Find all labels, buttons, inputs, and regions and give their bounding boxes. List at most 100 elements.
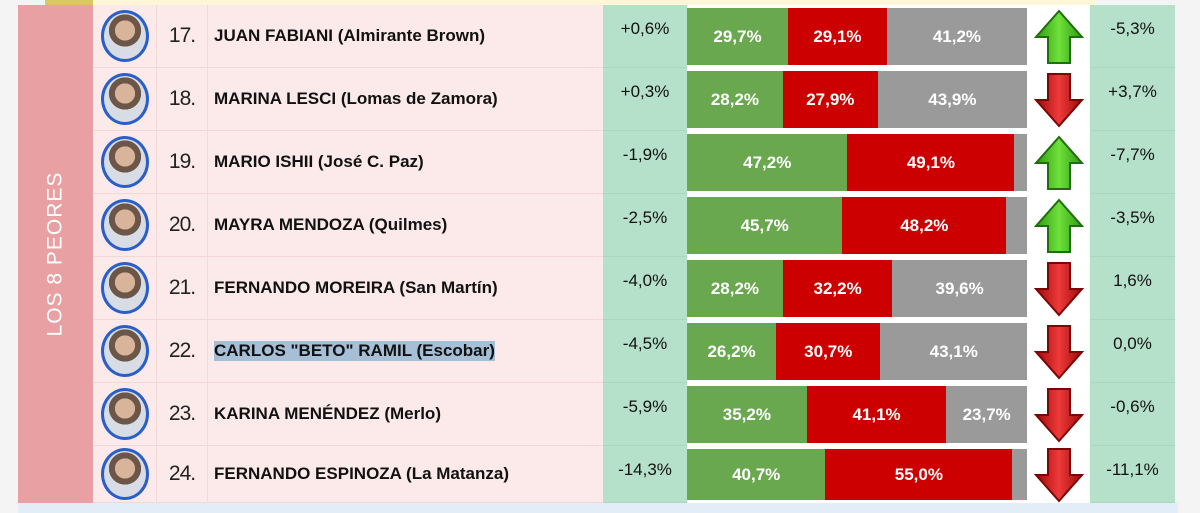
- change-value: +3,7%: [1090, 68, 1175, 131]
- candidate-name-text: KARINA MENÉNDEZ (Merlo): [214, 404, 441, 423]
- bar-segment-neutral: 43,1%: [880, 323, 1027, 380]
- approval-bar: 47,2% 49,1%: [687, 131, 1027, 194]
- change-value: -5,3%: [1090, 5, 1175, 68]
- bar-segment-neutral: [1012, 449, 1027, 500]
- photo-cell: [93, 257, 156, 320]
- arrow-down-icon: [1027, 320, 1090, 383]
- avatar: [100, 325, 149, 377]
- avatar: [100, 199, 149, 251]
- arrow-down-icon: [1027, 446, 1090, 503]
- bar-segment-neutral: 23,7%: [946, 386, 1027, 443]
- arrow-up-icon: [1027, 131, 1090, 194]
- photo-cell: [93, 194, 156, 257]
- rank: 22.: [156, 320, 207, 383]
- change-value: -11,1%: [1090, 446, 1175, 503]
- bar-segment-negative: 41,1%: [806, 386, 947, 443]
- rank: 19.: [156, 131, 207, 194]
- candidate-name[interactable]: MAYRA MENDOZA (Quilmes): [207, 194, 603, 257]
- candidate-name[interactable]: CARLOS "BETO" RAMIL (Escobar): [207, 320, 603, 383]
- arrow-up-icon: [1027, 194, 1090, 257]
- table-row: 18. MARINA LESCI (Lomas de Zamora) +0,3%…: [93, 68, 1175, 131]
- diff-value: -14,3%: [603, 446, 687, 503]
- candidate-name[interactable]: FERNANDO MOREIRA (San Martín): [207, 257, 603, 320]
- table-row: 19. MARIO ISHII (José C. Paz) -1,9% 47,2…: [93, 131, 1175, 194]
- photo-cell: [93, 320, 156, 383]
- rank: 21.: [156, 257, 207, 320]
- bar-segment-negative: 32,2%: [782, 260, 893, 317]
- bar-segment-neutral: 39,6%: [892, 260, 1027, 317]
- bar-segment-negative: 29,1%: [787, 8, 887, 65]
- diff-value: -4,0%: [603, 257, 687, 320]
- diff-value: +0,6%: [603, 5, 687, 68]
- avatar: [100, 136, 149, 188]
- bar-segment-positive: 47,2%: [687, 134, 848, 191]
- diff-value: +0,3%: [603, 68, 687, 131]
- rank: 17.: [156, 5, 207, 68]
- rank: 23.: [156, 383, 207, 446]
- bar-segment-neutral: [1006, 197, 1027, 254]
- candidate-name[interactable]: KARINA MENÉNDEZ (Merlo): [207, 383, 603, 446]
- arrow-down-icon: [1027, 383, 1090, 446]
- candidate-name-text: MARIO ISHII (José C. Paz): [214, 152, 424, 171]
- candidate-name[interactable]: JUAN FABIANI (Almirante Brown): [207, 5, 603, 68]
- change-value: -0,6%: [1090, 383, 1175, 446]
- photo-cell: [93, 68, 156, 131]
- bar-segment-positive: 40,7%: [687, 449, 826, 500]
- candidate-name[interactable]: FERNANDO ESPINOZA (La Matanza): [207, 446, 603, 503]
- bar-segment-positive: 26,2%: [687, 323, 777, 380]
- approval-bar: 26,2% 30,7% 43,1%: [687, 320, 1027, 383]
- approval-bar: 28,2% 32,2% 39,6%: [687, 257, 1027, 320]
- table-row: 17. JUAN FABIANI (Almirante Brown) +0,6%…: [93, 5, 1175, 68]
- bar-segment-negative: 48,2%: [842, 197, 1007, 254]
- bar-segment-positive: 28,2%: [687, 260, 783, 317]
- candidate-name[interactable]: MARINA LESCI (Lomas de Zamora): [207, 68, 603, 131]
- section-label: LOS 8 PEORES: [18, 5, 93, 503]
- change-value: 1,6%: [1090, 257, 1175, 320]
- candidate-name-text: CARLOS "BETO" RAMIL (Escobar): [214, 341, 495, 361]
- table-footer: [18, 503, 1178, 513]
- bar-segment-negative: 49,1%: [847, 134, 1015, 191]
- previous-row-edge: [45, 0, 1095, 5]
- bar-segment-negative: 27,9%: [782, 71, 878, 128]
- section-label-text: LOS 8 PEORES: [43, 171, 67, 337]
- photo-cell: [93, 446, 156, 503]
- bar-segment-positive: 45,7%: [687, 197, 843, 254]
- avatar: [100, 262, 149, 314]
- bar-segment-positive: 29,7%: [687, 8, 788, 65]
- candidate-name-text: FERNANDO MOREIRA (San Martín): [214, 278, 498, 297]
- approval-bar: 28,2% 27,9% 43,9%: [687, 68, 1027, 131]
- approval-bar: 35,2% 41,1% 23,7%: [687, 383, 1027, 446]
- arrow-down-icon: [1027, 257, 1090, 320]
- candidate-name-text: MAYRA MENDOZA (Quilmes): [214, 215, 448, 234]
- arrow-down-icon: [1027, 68, 1090, 131]
- arrow-up-icon: [1027, 5, 1090, 68]
- candidate-name[interactable]: MARIO ISHII (José C. Paz): [207, 131, 603, 194]
- bar-segment-negative: 30,7%: [776, 323, 881, 380]
- candidate-name-text: MARINA LESCI (Lomas de Zamora): [214, 89, 498, 108]
- change-value: -3,5%: [1090, 194, 1175, 257]
- approval-bar: 45,7% 48,2%: [687, 194, 1027, 257]
- table-row: 24. FERNANDO ESPINOZA (La Matanza) -14,3…: [93, 446, 1175, 503]
- photo-cell: [93, 5, 156, 68]
- table-row: 23. KARINA MENÉNDEZ (Merlo) -5,9% 35,2% 4…: [93, 383, 1175, 446]
- table-row: 21. FERNANDO MOREIRA (San Martín) -4,0% …: [93, 257, 1175, 320]
- approval-bar: 29,7% 29,1% 41,2%: [687, 5, 1027, 68]
- diff-value: -2,5%: [603, 194, 687, 257]
- photo-cell: [93, 383, 156, 446]
- rank: 20.: [156, 194, 207, 257]
- diff-value: -4,5%: [603, 320, 687, 383]
- avatar: [100, 73, 149, 125]
- change-value: 0,0%: [1090, 320, 1175, 383]
- bar-segment-positive: 35,2%: [687, 386, 807, 443]
- diff-value: -1,9%: [603, 131, 687, 194]
- bar-segment-neutral: 41,2%: [886, 8, 1027, 65]
- rank: 18.: [156, 68, 207, 131]
- bar-segment-negative: 55,0%: [825, 449, 1013, 500]
- change-value: -7,7%: [1090, 131, 1175, 194]
- table-row: 22. CARLOS "BETO" RAMIL (Escobar) -4,5% …: [93, 320, 1175, 383]
- avatar: [100, 448, 149, 500]
- rank: 24.: [156, 446, 207, 503]
- approval-bar: 40,7% 55,0%: [687, 446, 1027, 503]
- bar-segment-neutral: 43,9%: [877, 71, 1027, 128]
- bar-segment-positive: 28,2%: [687, 71, 783, 128]
